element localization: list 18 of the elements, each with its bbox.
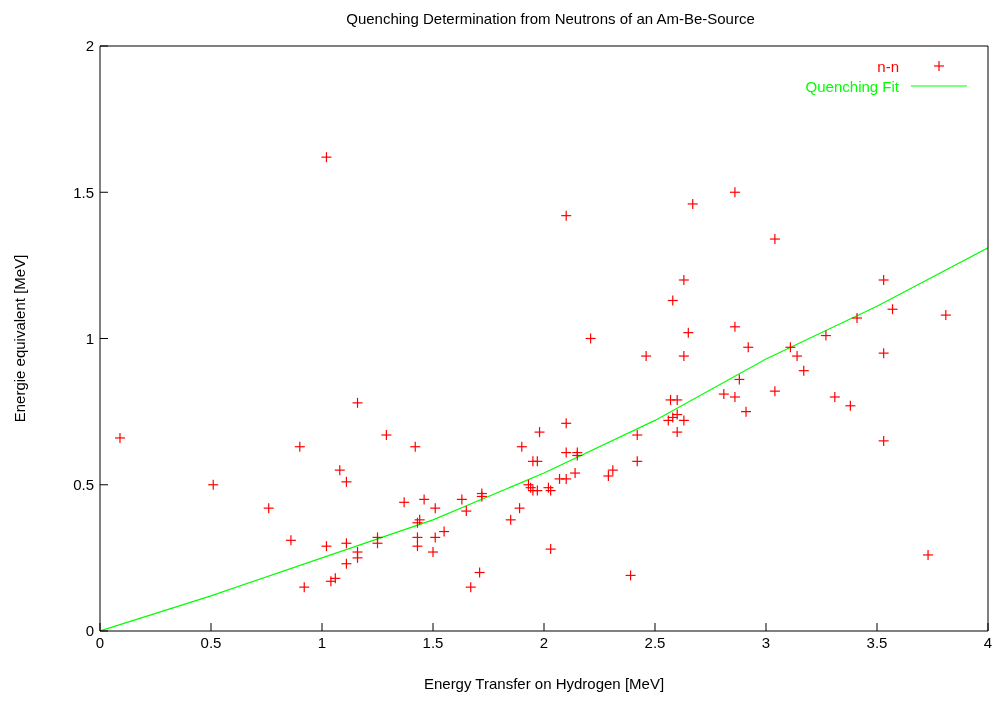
y-tick-label: 0.5: [73, 476, 94, 494]
y-tick-label: 1.5: [73, 183, 94, 201]
y-tick-label: 1: [85, 329, 94, 347]
legend-label: Quenching Fit: [805, 77, 899, 95]
x-tick-label: 1: [317, 633, 327, 651]
x-tick-label: 0.5: [200, 633, 222, 651]
x-tick-label: 2: [539, 633, 549, 651]
y-tick-label: 0: [85, 622, 94, 640]
x-tick-label: 4: [983, 633, 993, 651]
legend-label: n-n: [877, 57, 899, 75]
x-axis-title: Energy Transfer on Hydrogen [MeV]: [423, 675, 665, 692]
x-tick-label: 3.5: [866, 633, 888, 651]
x-tick-label: 3: [761, 633, 771, 651]
y-axis-title: Energie equivalent [MeV]: [11, 254, 29, 423]
x-tick-label: 1.5: [422, 633, 444, 651]
chart-title: Quenching Determination from Neutrons of an Am-Be-Source: [345, 10, 756, 27]
y-tick-label: 2: [85, 37, 94, 55]
x-tick-label: 2.5: [644, 633, 666, 651]
